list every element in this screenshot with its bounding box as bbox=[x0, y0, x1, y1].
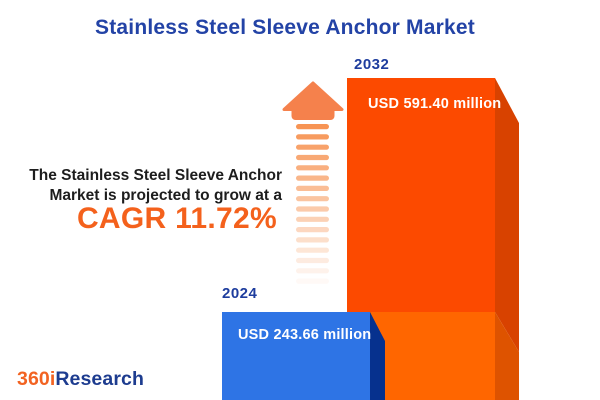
arrow-dash bbox=[296, 134, 329, 140]
arrow-dash bbox=[296, 216, 329, 222]
annotation-line1: The Stainless Steel Sleeve Anchor bbox=[29, 167, 282, 184]
arrow-dash bbox=[296, 237, 329, 243]
brand-logo: 360iResearch bbox=[17, 368, 144, 391]
bar-label-2032: 2032 bbox=[354, 56, 390, 73]
arrow-neck bbox=[291, 103, 335, 120]
cagr-value: CAGR 11.72% bbox=[76, 202, 277, 235]
arrow-dash bbox=[296, 144, 329, 150]
arrow-dash bbox=[296, 227, 329, 233]
arrow-dash bbox=[296, 247, 329, 253]
logo-research: Research bbox=[55, 368, 144, 390]
arrow-dash bbox=[296, 154, 329, 161]
logo-360i: 360i bbox=[17, 368, 56, 390]
arrow-dash bbox=[296, 175, 329, 181]
arrow-dash bbox=[296, 268, 329, 274]
arrow-dash bbox=[296, 124, 329, 130]
growth-arrow-icon bbox=[282, 81, 344, 284]
arrow-dash bbox=[296, 196, 329, 202]
arrow-dash bbox=[296, 278, 329, 284]
arrow-dash bbox=[296, 206, 329, 212]
bar-2032-side-upper bbox=[495, 78, 519, 352]
bar-2024-side bbox=[370, 312, 385, 400]
bar-value-2032: USD 591.40 million bbox=[368, 96, 502, 112]
arrow-dash bbox=[296, 165, 329, 171]
annotation-line2: Market is projected to grow at a bbox=[49, 187, 282, 204]
arrow-dashes bbox=[296, 124, 329, 284]
arrow-dash bbox=[296, 185, 329, 191]
bar-2024 bbox=[222, 312, 385, 400]
bar-value-2024: USD 243.66 million bbox=[238, 327, 372, 343]
bar-2024-front bbox=[222, 312, 370, 400]
bar-2032-front-upper bbox=[347, 78, 495, 312]
bar-2032-side-lower bbox=[495, 312, 519, 400]
bar-label-2024: 2024 bbox=[222, 285, 258, 302]
page-title: Stainless Steel Sleeve Anchor Market bbox=[95, 16, 475, 39]
arrow-dash bbox=[296, 257, 329, 264]
growth-annotation: The Stainless Steel Sleeve Anchor Market… bbox=[0, 166, 282, 235]
